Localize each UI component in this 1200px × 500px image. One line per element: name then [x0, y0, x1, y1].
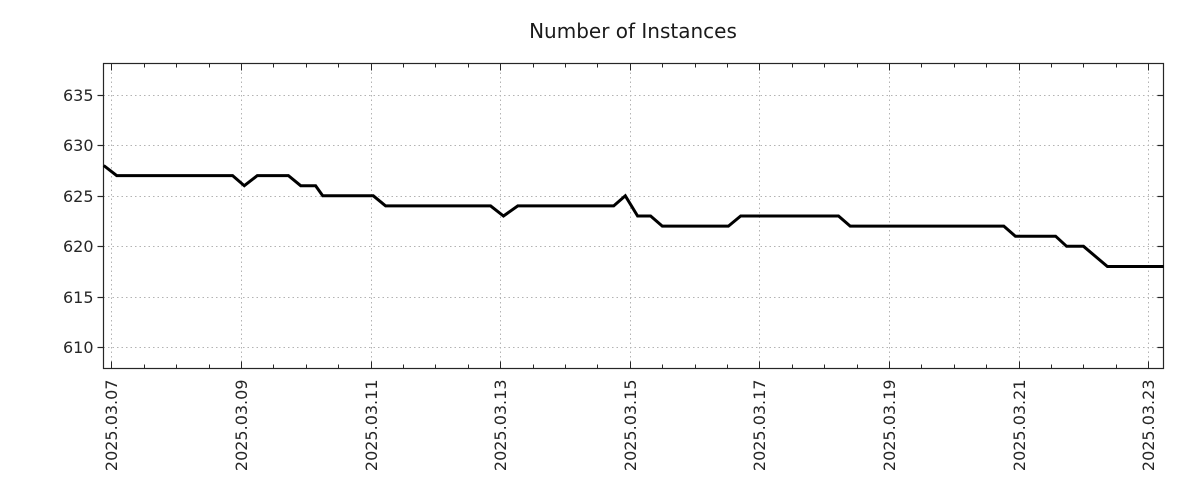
y-tick-label: 610: [63, 338, 94, 357]
axis-ticks: [97, 63, 1164, 369]
x-tick-label: 2025.03.09: [232, 380, 251, 472]
x-tick-label: 2025.03.23: [1139, 380, 1158, 472]
gridlines: [103, 63, 1164, 369]
x-tick-label: 2025.03.17: [750, 380, 769, 472]
chart-title: Number of Instances: [529, 19, 737, 43]
y-tick-label: 620: [63, 237, 94, 256]
y-tick-label: 625: [63, 187, 94, 206]
axis-tick-labels: 610 615 620 625 630 635 2025.03.07 2025.03.09 20…: [63, 86, 1158, 471]
x-tick-label: 2025.03.21: [1010, 380, 1029, 472]
y-tick-label: 630: [63, 136, 94, 155]
x-tick-label: 2025.03.15: [621, 380, 640, 472]
y-tick-label: 635: [63, 86, 94, 105]
data-series: [102, 164, 1164, 268]
x-tick-label: 2025.03.11: [362, 380, 381, 472]
y-tick-label: 615: [63, 288, 94, 307]
plot-border: [102, 62, 1165, 370]
data-line-instances: [102, 164, 1164, 268]
x-tick-label: 2025.03.13: [491, 380, 510, 472]
x-tick-label: 2025.03.07: [102, 380, 121, 472]
x-tick-label: 2025.03.19: [880, 380, 899, 472]
